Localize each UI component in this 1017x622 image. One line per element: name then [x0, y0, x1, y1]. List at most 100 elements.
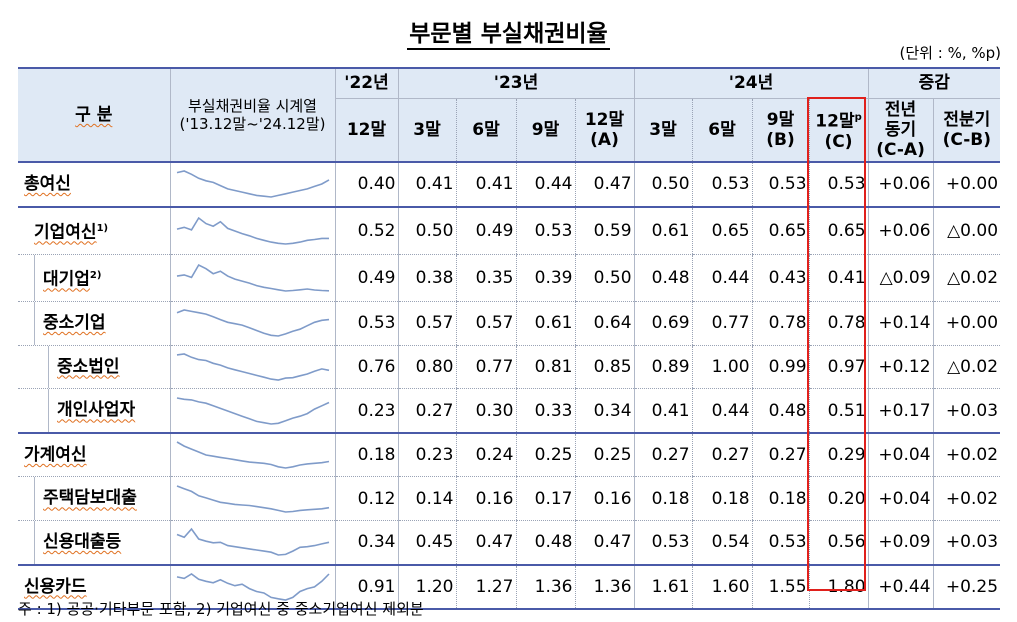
sparkline-chart: [176, 309, 329, 338]
value-cell: 0.30: [455, 388, 516, 434]
yoy-cell: △0.09: [868, 254, 934, 303]
value-cell: 0.38: [397, 254, 456, 303]
sparkline-path: [176, 170, 329, 199]
sparkline-chart: [176, 170, 329, 199]
header-col-23-6: 6말: [455, 98, 516, 163]
value-cell: 0.27: [634, 432, 693, 478]
yoy-cell: +0.17: [868, 388, 934, 434]
header-col-23-3: 3말: [397, 98, 456, 163]
sparkline-chart: [176, 216, 329, 245]
sparkline-chart: [176, 396, 329, 425]
sparkline-path: [176, 485, 329, 513]
value-cell: 0.48: [751, 388, 810, 434]
sparkline-path: [176, 572, 330, 601]
qoq-cell: +0.00: [933, 162, 1001, 208]
header-gubun: 구 분: [18, 67, 171, 163]
table-row: 대기업2) 0.49 0.38 0.35 0.39 0.50 0.48 0.44 0.43 0.4…: [18, 254, 1001, 303]
header-qoq-sub: (C-B): [942, 129, 991, 150]
row-label-cell: 신용카드: [18, 564, 171, 611]
value-cell: 0.61: [515, 301, 575, 346]
sparkline-chart: [176, 485, 329, 513]
header-col-23-9: 9말: [515, 98, 575, 163]
value-cell: 0.48: [634, 254, 693, 303]
value-cell: 0.65: [751, 206, 810, 255]
sparkline-cell: [170, 254, 336, 303]
table-row: 개인사업자 0.23 0.27 0.30 0.33 0.34 0.41 0.44 0.48 0.5…: [18, 388, 1001, 434]
qoq-cell: △0.00: [933, 206, 1001, 255]
row-label: 총여신: [24, 174, 71, 194]
table-row: 가계여신 0.18 0.23 0.24 0.25 0.25 0.27 0.27 0.27 0.29…: [18, 432, 1001, 478]
value-cell: 0.77: [455, 345, 516, 390]
yoy-cell: +0.44: [868, 564, 934, 611]
value-cell: 1.80: [808, 564, 869, 611]
value-cell: 0.54: [691, 520, 753, 566]
qoq-cell: +0.02: [933, 432, 1001, 478]
row-label-cell: 가계여신: [18, 432, 171, 478]
row-label: 대기업: [43, 269, 90, 290]
table-row: 총여신 0.40 0.41 0.41 0.44 0.47 0.50 0.53 0.53 0.53 +…: [18, 162, 1001, 208]
yoy-cell: +0.06: [868, 206, 934, 255]
value-cell: 0.27: [397, 388, 456, 434]
value-cell: 0.34: [574, 388, 635, 434]
sparkline-path: [176, 263, 329, 292]
value-cell: 0.44: [515, 162, 575, 208]
header-col-23-12-label: 12말: [584, 109, 625, 130]
value-cell: 0.69: [634, 301, 693, 346]
table-row: 신용대출등 0.34 0.45 0.47 0.48 0.47 0.53 0.54 0.53 0.5…: [18, 520, 1001, 566]
qoq-cell: +0.00: [933, 301, 1001, 346]
npl-table: 구 분 부실채권비율 시계열 ('13.12말~'24.12말) '22년 '2…: [18, 67, 1001, 611]
value-cell: 0.53: [808, 162, 869, 208]
value-cell: 0.53: [751, 162, 810, 208]
value-cell: 0.16: [574, 476, 635, 522]
value-cell: 0.34: [335, 520, 399, 566]
table-row: 신용카드 0.91 1.20 1.27 1.36 1.36 1.61 1.60 1.55 1.80…: [18, 564, 1001, 611]
value-cell: 1.55: [751, 564, 810, 611]
table-body: 총여신 0.40 0.41 0.41 0.44 0.47 0.50 0.53 0.53 0.53 +…: [18, 162, 1001, 611]
value-cell: 0.53: [634, 520, 693, 566]
value-cell: 0.20: [808, 476, 869, 522]
header-col-24-12: 12말p (C): [808, 98, 869, 163]
value-cell: 0.25: [574, 432, 635, 478]
value-cell: 0.35: [455, 254, 516, 303]
value-cell: 0.27: [751, 432, 810, 478]
value-cell: 0.33: [515, 388, 575, 434]
value-cell: 0.14: [397, 476, 456, 522]
value-cell: 0.65: [691, 206, 753, 255]
header-qoq-line1: 전분기: [943, 109, 991, 130]
sparkline-chart: [176, 528, 329, 557]
value-cell: 1.60: [691, 564, 753, 611]
value-cell: 0.27: [691, 432, 753, 478]
value-cell: 0.44: [691, 388, 753, 434]
sparkline-path: [176, 396, 329, 425]
header-sparkline: 부실채권비율 시계열 ('13.12말~'24.12말): [170, 67, 336, 163]
sparkline-chart: [176, 572, 330, 601]
value-cell: 0.45: [397, 520, 456, 566]
value-cell: 0.97: [808, 345, 869, 390]
header-col-24-9: 9말 (B): [751, 98, 810, 163]
yoy-cell: +0.14: [868, 301, 934, 346]
value-cell: 0.77: [691, 301, 753, 346]
row-label-cell: 개인사업자: [18, 388, 171, 434]
header-yoy-sub: (C-A): [876, 139, 925, 160]
header-yoy-line1: 전년: [884, 99, 917, 120]
value-cell: 1.00: [691, 345, 753, 390]
qoq-cell: +0.02: [933, 476, 1001, 522]
row-label-cell: 총여신: [18, 162, 171, 208]
value-cell: 0.41: [808, 254, 869, 303]
row-label: 가계여신: [24, 444, 87, 465]
sparkline-cell: [170, 301, 336, 346]
header-spark-line1: 부실채권비율 시계열: [188, 97, 317, 115]
value-cell: 0.29: [808, 432, 869, 478]
row-label: 중소기업: [43, 313, 106, 334]
qoq-cell: +0.25: [933, 564, 1001, 611]
value-cell: 0.41: [455, 162, 516, 208]
qoq-cell: +0.03: [933, 520, 1001, 566]
header-col-24-3: 3말: [634, 98, 693, 163]
value-cell: 0.61: [634, 206, 693, 255]
header-col-24-6: 6말: [691, 98, 753, 163]
value-cell: 0.24: [455, 432, 516, 478]
value-cell: 0.18: [335, 432, 399, 478]
value-cell: 0.44: [691, 254, 753, 303]
sparkline-path: [176, 309, 329, 338]
value-cell: 0.53: [335, 301, 399, 346]
